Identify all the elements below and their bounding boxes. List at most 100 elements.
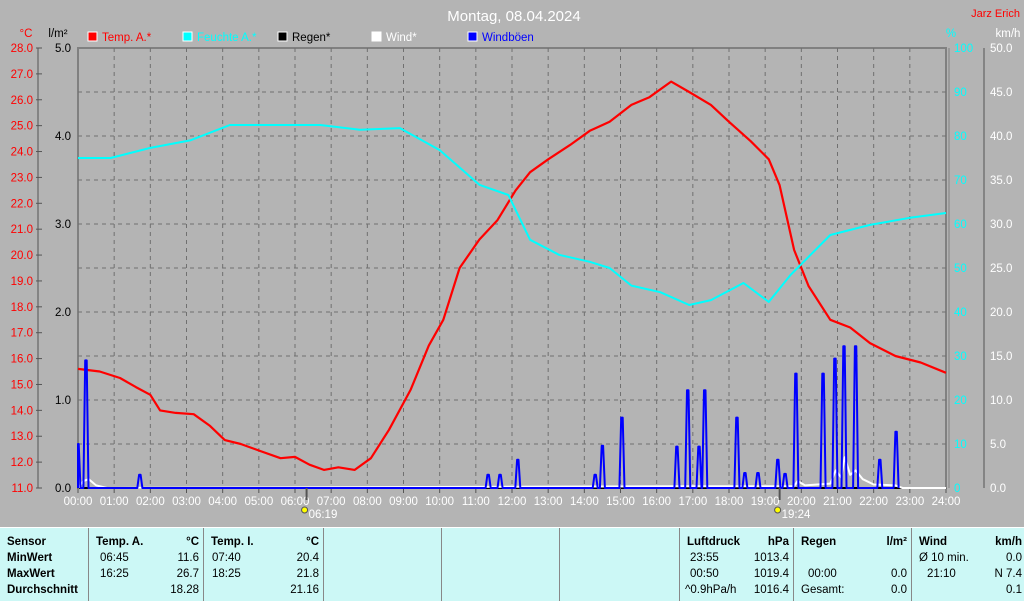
x-tick-label: 22:00 — [859, 496, 888, 508]
sensor-column: Sensor MinWert MaxWert Durchschnitt — [0, 528, 89, 601]
legend-swatch — [467, 31, 478, 42]
temp-tick-label: 22.0 — [11, 198, 33, 210]
humidity-tick-label: 30 — [954, 351, 967, 363]
x-tick-label: 02:00 — [136, 496, 165, 508]
avg-label: Durchschnitt — [7, 584, 78, 596]
pressure-column: Luftdruck hPa 23:55 1013.4 00:50 1019.4 ^0.… — [680, 528, 794, 601]
wind-max-time: 21:10 — [927, 568, 956, 580]
sun-annotations: 06:19 19:24 — [301, 488, 811, 521]
x-tick-label: 09:00 — [389, 496, 418, 508]
rain-total: 0.0 — [891, 584, 907, 596]
x-tick-label: 17:00 — [678, 496, 707, 508]
temp-i-unit: °C — [306, 536, 319, 548]
temp-a-avg: 18.28 — [170, 584, 199, 596]
x-tick-label: 23:00 — [895, 496, 924, 508]
pressure-max: 1019.4 — [753, 568, 789, 580]
stats-panel: Sensor MinWert MaxWert Durchschnitt Temp… — [0, 527, 1024, 601]
series-feuchte-a-line — [78, 124, 947, 306]
series-temp-a-line — [77, 80, 947, 471]
wind-tick-label: 15.0 — [990, 351, 1012, 363]
x-tick-label: 21:00 — [823, 496, 852, 508]
wind-header: Wind — [919, 536, 947, 548]
x-tick-label: 01:00 — [100, 496, 129, 508]
legend-label: Wind* — [386, 32, 417, 44]
temp-i-max: 21.8 — [296, 568, 319, 580]
temp-tick-label: 17.0 — [11, 328, 33, 340]
temp-tick-label: 15.0 — [11, 379, 33, 391]
pressure-header: Luftdruck — [687, 536, 741, 548]
wind-tick-label: 20.0 — [990, 307, 1012, 319]
temp-a-min-time: 06:45 — [100, 552, 129, 564]
wind-column: Wind km/h Ø 10 min. 0.0 21:10 N 7.4 0.1 — [912, 528, 1024, 601]
x-tick-label: 08:00 — [353, 496, 382, 508]
temp-a-max: 26.7 — [176, 568, 199, 580]
x-tick-label: 13:00 — [534, 496, 563, 508]
x-tick-label: 06:00 — [281, 496, 310, 508]
x-tick-label: 07:00 — [317, 496, 346, 508]
rain-value: 0.0 — [891, 568, 907, 580]
wind-tick-label: 25.0 — [990, 263, 1012, 275]
temp-tick-label: 14.0 — [11, 405, 33, 417]
author-label: Jarz Erich — [971, 8, 1020, 20]
wind-avg-label: Ø 10 min. — [919, 552, 969, 564]
temp-tick-label: 11.0 — [11, 483, 33, 495]
temp-tick-label: 13.0 — [11, 431, 33, 443]
humidity-tick-label: 50 — [954, 263, 967, 275]
rain-column: Regen l/m² 00:00 0.0 Gesamt: 0.0 — [794, 528, 912, 601]
temp-tick-label: 20.0 — [11, 250, 33, 262]
humidity-tick-label: 90 — [954, 87, 967, 99]
x-tick-label: 20:00 — [787, 496, 816, 508]
temp-tick-label: 27.0 — [11, 69, 33, 81]
temp-tick-label: 23.0 — [11, 172, 33, 184]
wind-unit: km/h — [995, 536, 1022, 548]
legend-label: Feuchte A.* — [197, 32, 257, 44]
wind-tick-label: 45.0 — [990, 87, 1012, 99]
wind-tick-label: 40.0 — [990, 131, 1012, 143]
series-windböen-line — [77, 345, 900, 489]
humidity-tick-label: 40 — [954, 307, 967, 319]
wind-avg: 0.0 — [1006, 552, 1022, 564]
empty-column — [560, 528, 680, 601]
x-tick-label: 05:00 — [244, 496, 273, 508]
x-tick-label: 12:00 — [498, 496, 527, 508]
rain-tick-label: 1.0 — [55, 395, 71, 407]
temp-tick-label: 21.0 — [11, 224, 33, 236]
humidity-tick-label: 80 — [954, 131, 967, 143]
sunrise-icon — [301, 506, 309, 514]
temp-a-unit: °C — [186, 536, 199, 548]
legend-swatch — [87, 31, 98, 42]
rain-total-label: Gesamt: — [801, 584, 845, 596]
temp-tick-label: 28.0 — [11, 43, 33, 55]
legend-label: Temp. A.* — [102, 32, 152, 44]
wind-unit: km/h — [996, 28, 1021, 40]
x-tick-label: 14:00 — [570, 496, 599, 508]
temp-tick-label: 19.0 — [11, 276, 33, 288]
chart-title: Montag, 08.04.2024 — [447, 8, 580, 25]
wind-tick-label: 30.0 — [990, 219, 1012, 231]
temp-a-column: Temp. A. °C 06:45 11.6 16:25 26.7 18.28 — [89, 528, 204, 601]
humidity-tick-label: 100 — [954, 43, 973, 55]
temp-i-min-time: 07:40 — [212, 552, 241, 564]
legend-label: Regen* — [292, 32, 331, 44]
wind-tick-label: 35.0 — [990, 175, 1012, 187]
x-tick-label: 04:00 — [208, 496, 237, 508]
empty-column — [324, 528, 442, 601]
rain-tick-label: 5.0 — [55, 43, 71, 55]
x-tick-label: 00:00 — [64, 496, 93, 508]
temp-i-min: 20.4 — [296, 552, 319, 564]
rain-tick-label: 2.0 — [55, 307, 71, 319]
temp-tick-label: 26.0 — [11, 95, 33, 107]
x-tick-label: 18:00 — [715, 496, 744, 508]
legend-label: Windböen — [482, 32, 534, 44]
rain-header: Regen — [801, 536, 837, 548]
temp-tick-label: 12.0 — [11, 457, 33, 469]
sunset-icon — [774, 506, 782, 514]
wind-tick-label: 10.0 — [990, 395, 1012, 407]
empty-column — [442, 528, 560, 601]
legend-swatch — [371, 31, 382, 42]
max-label: MaxWert — [7, 568, 55, 580]
sunrise-time-label: 06:19 — [309, 509, 338, 521]
temp-tick-label: 24.0 — [11, 147, 33, 159]
temp-tick-label: 25.0 — [11, 121, 33, 133]
sunset-time-label: 19:24 — [782, 509, 811, 521]
